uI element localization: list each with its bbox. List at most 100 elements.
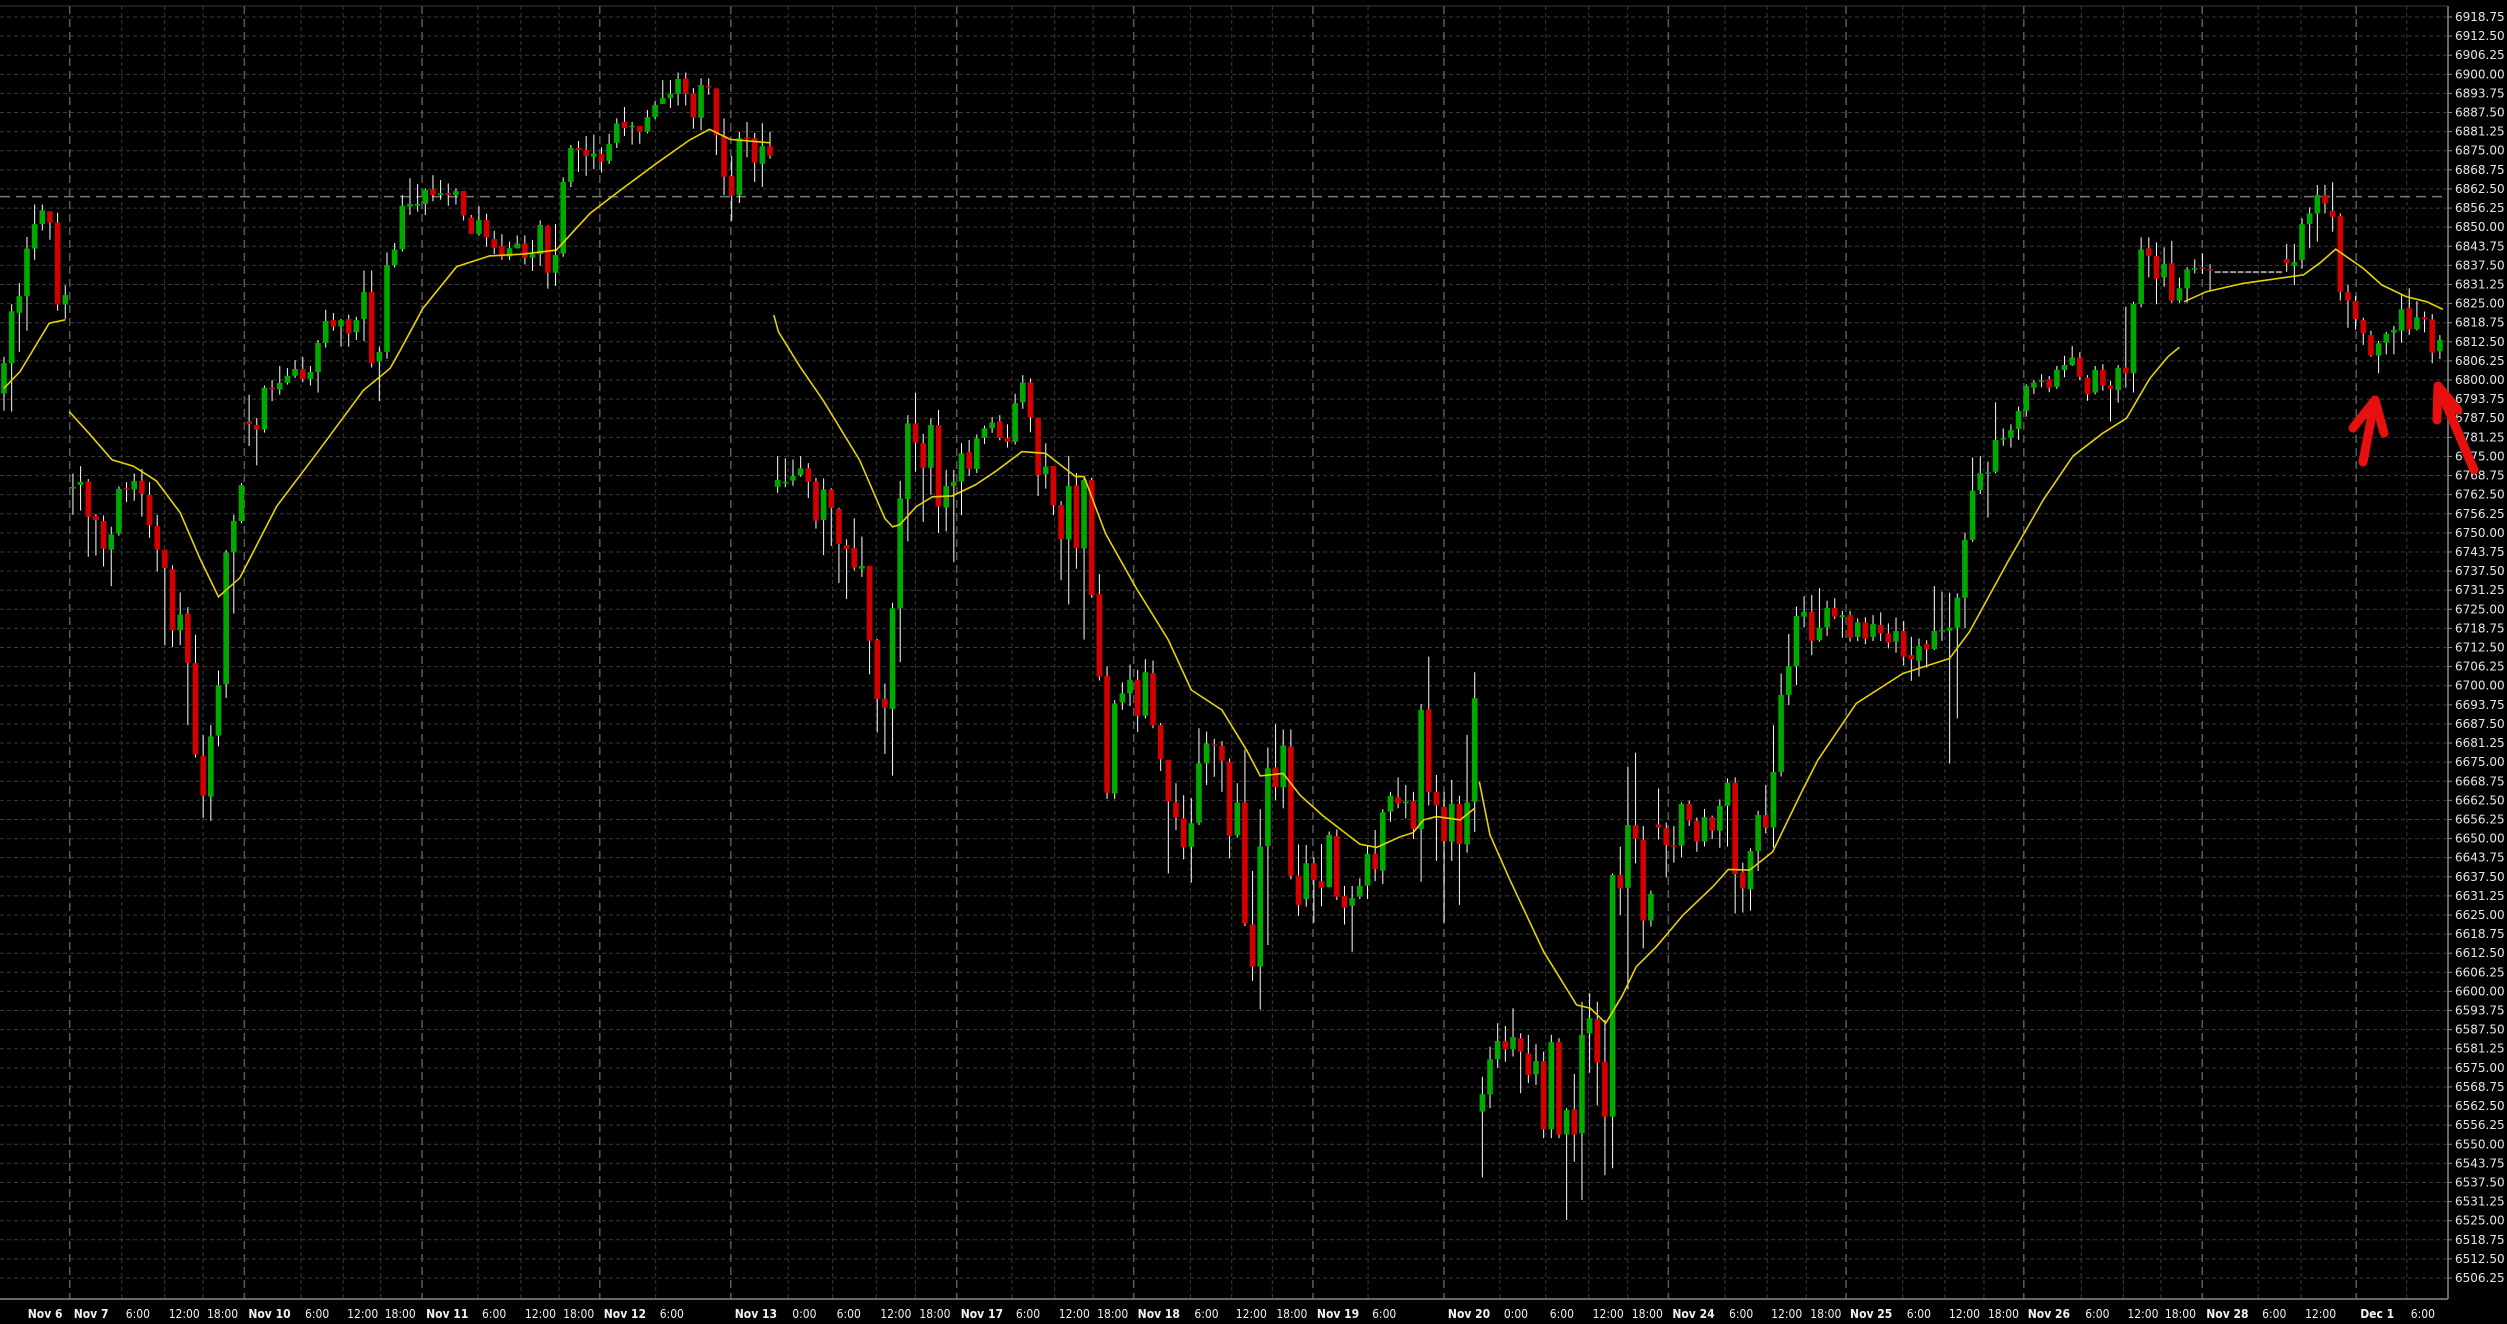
candle-body-down [1709,817,1715,831]
candle [1341,885,1348,925]
candle-body-up [1510,1036,1516,1050]
candle [1655,788,1662,840]
candle [1134,669,1141,732]
candle [1586,993,1593,1073]
y-tick-label: 6587.50 [2455,1023,2505,1037]
y-tick-label: 6512.50 [2455,1252,2505,1266]
x-tick-label: 0:00 [792,1307,816,1321]
x-tick-label: 6:00 [126,1307,150,1321]
candle [24,236,30,331]
candle-body-down [1165,760,1172,802]
candle-body-up [797,468,804,476]
candle-body-up [223,552,229,685]
candle-body-up [2391,329,2397,333]
candle [2291,243,2298,285]
x-tick-label: 18:00 [1276,1307,1307,1321]
candle-body-down [1180,818,1187,848]
y-tick-label: 6625.00 [2455,908,2505,922]
candle-body-up [1487,1059,1493,1095]
candle [981,425,988,444]
candle [2084,375,2091,401]
x-tick-label: 6:00 [305,1307,329,1321]
candle-body-up [1954,597,1961,628]
candle [177,592,183,646]
annotation-arrows [2348,381,2479,475]
candle-body-up [292,369,298,376]
candle-body-down [1272,767,1279,788]
candle [2368,330,2374,357]
candle [843,539,850,599]
x-tick-label: Nov 26 [2028,1307,2070,1321]
candle-body-down [330,320,337,327]
candle [1242,749,1248,926]
candle [928,418,934,495]
candle [1272,724,1279,801]
candle-body-down [139,480,145,494]
candle [2337,213,2344,301]
candle-body-down [185,613,191,663]
candle-body-up [1111,703,1118,794]
y-tick-label: 6581.25 [2455,1042,2505,1056]
candle [1226,758,1233,859]
candle-body-down [1219,745,1225,761]
candle [2061,355,2068,378]
candle-body-down [2345,292,2351,301]
y-tick-label: 6812.50 [2455,335,2505,349]
candle-body-up [407,203,413,207]
candle [1854,618,1861,642]
y-tick-label: 6781.25 [2455,430,2505,444]
candle [430,175,436,202]
candle-body-up [1579,1034,1585,1134]
candle-body-up [1977,473,1984,491]
candle [1372,830,1378,882]
candle-body-up [399,205,406,250]
candle [1923,640,1930,668]
y-tick-label: 6562.50 [2455,1099,2505,1113]
candle-body-down [1571,1109,1578,1135]
candle-body-down [2421,317,2428,320]
candle [514,235,521,249]
candle [889,602,896,776]
candle-body-down [1173,802,1179,818]
candle [1234,783,1241,838]
y-tick-label: 6712.50 [2455,641,2505,655]
x-tick-label: 6:00 [2411,1307,2435,1321]
candle [1249,870,1256,981]
candle-body-up [568,147,574,182]
x-tick-label: Nov 11 [426,1307,468,1321]
candle [1709,815,1715,839]
candle [1142,659,1149,719]
y-tick-label: 6700.00 [2455,679,2505,693]
candle [1908,636,1915,681]
x-tick-label: 0:00 [1504,1307,1528,1321]
candle [1602,1019,1608,1176]
candle-body-up [790,476,796,481]
candle [1349,885,1355,952]
candle-body-up [2061,365,2068,371]
y-tick-label: 6900.00 [2455,67,2505,81]
y-tick-label: 6706.25 [2455,660,2505,674]
candle-body-up [208,736,214,797]
x-tick-label: 6:00 [1550,1307,1574,1321]
candle [1793,606,1800,686]
candle-body-up [108,534,115,550]
x-tick-label: Nov 7 [74,1307,109,1321]
candle-body-down [1425,709,1432,792]
candle-body-up [1793,616,1800,667]
candle-body-down [445,193,452,196]
candle-body-down [682,78,689,94]
candle [1533,1044,1539,1085]
candle [1717,799,1723,848]
candle [1946,592,1953,764]
candle [307,365,314,386]
candle [2123,306,2129,388]
candle [2306,207,2313,249]
candle [276,365,283,395]
candle [215,670,222,747]
candle-body-up [2023,386,2030,411]
candle-body-down [2100,369,2106,386]
candle-body-up [261,387,268,430]
candle [284,368,291,385]
candle-body-down [345,318,352,334]
candle-body-up [1648,893,1654,921]
